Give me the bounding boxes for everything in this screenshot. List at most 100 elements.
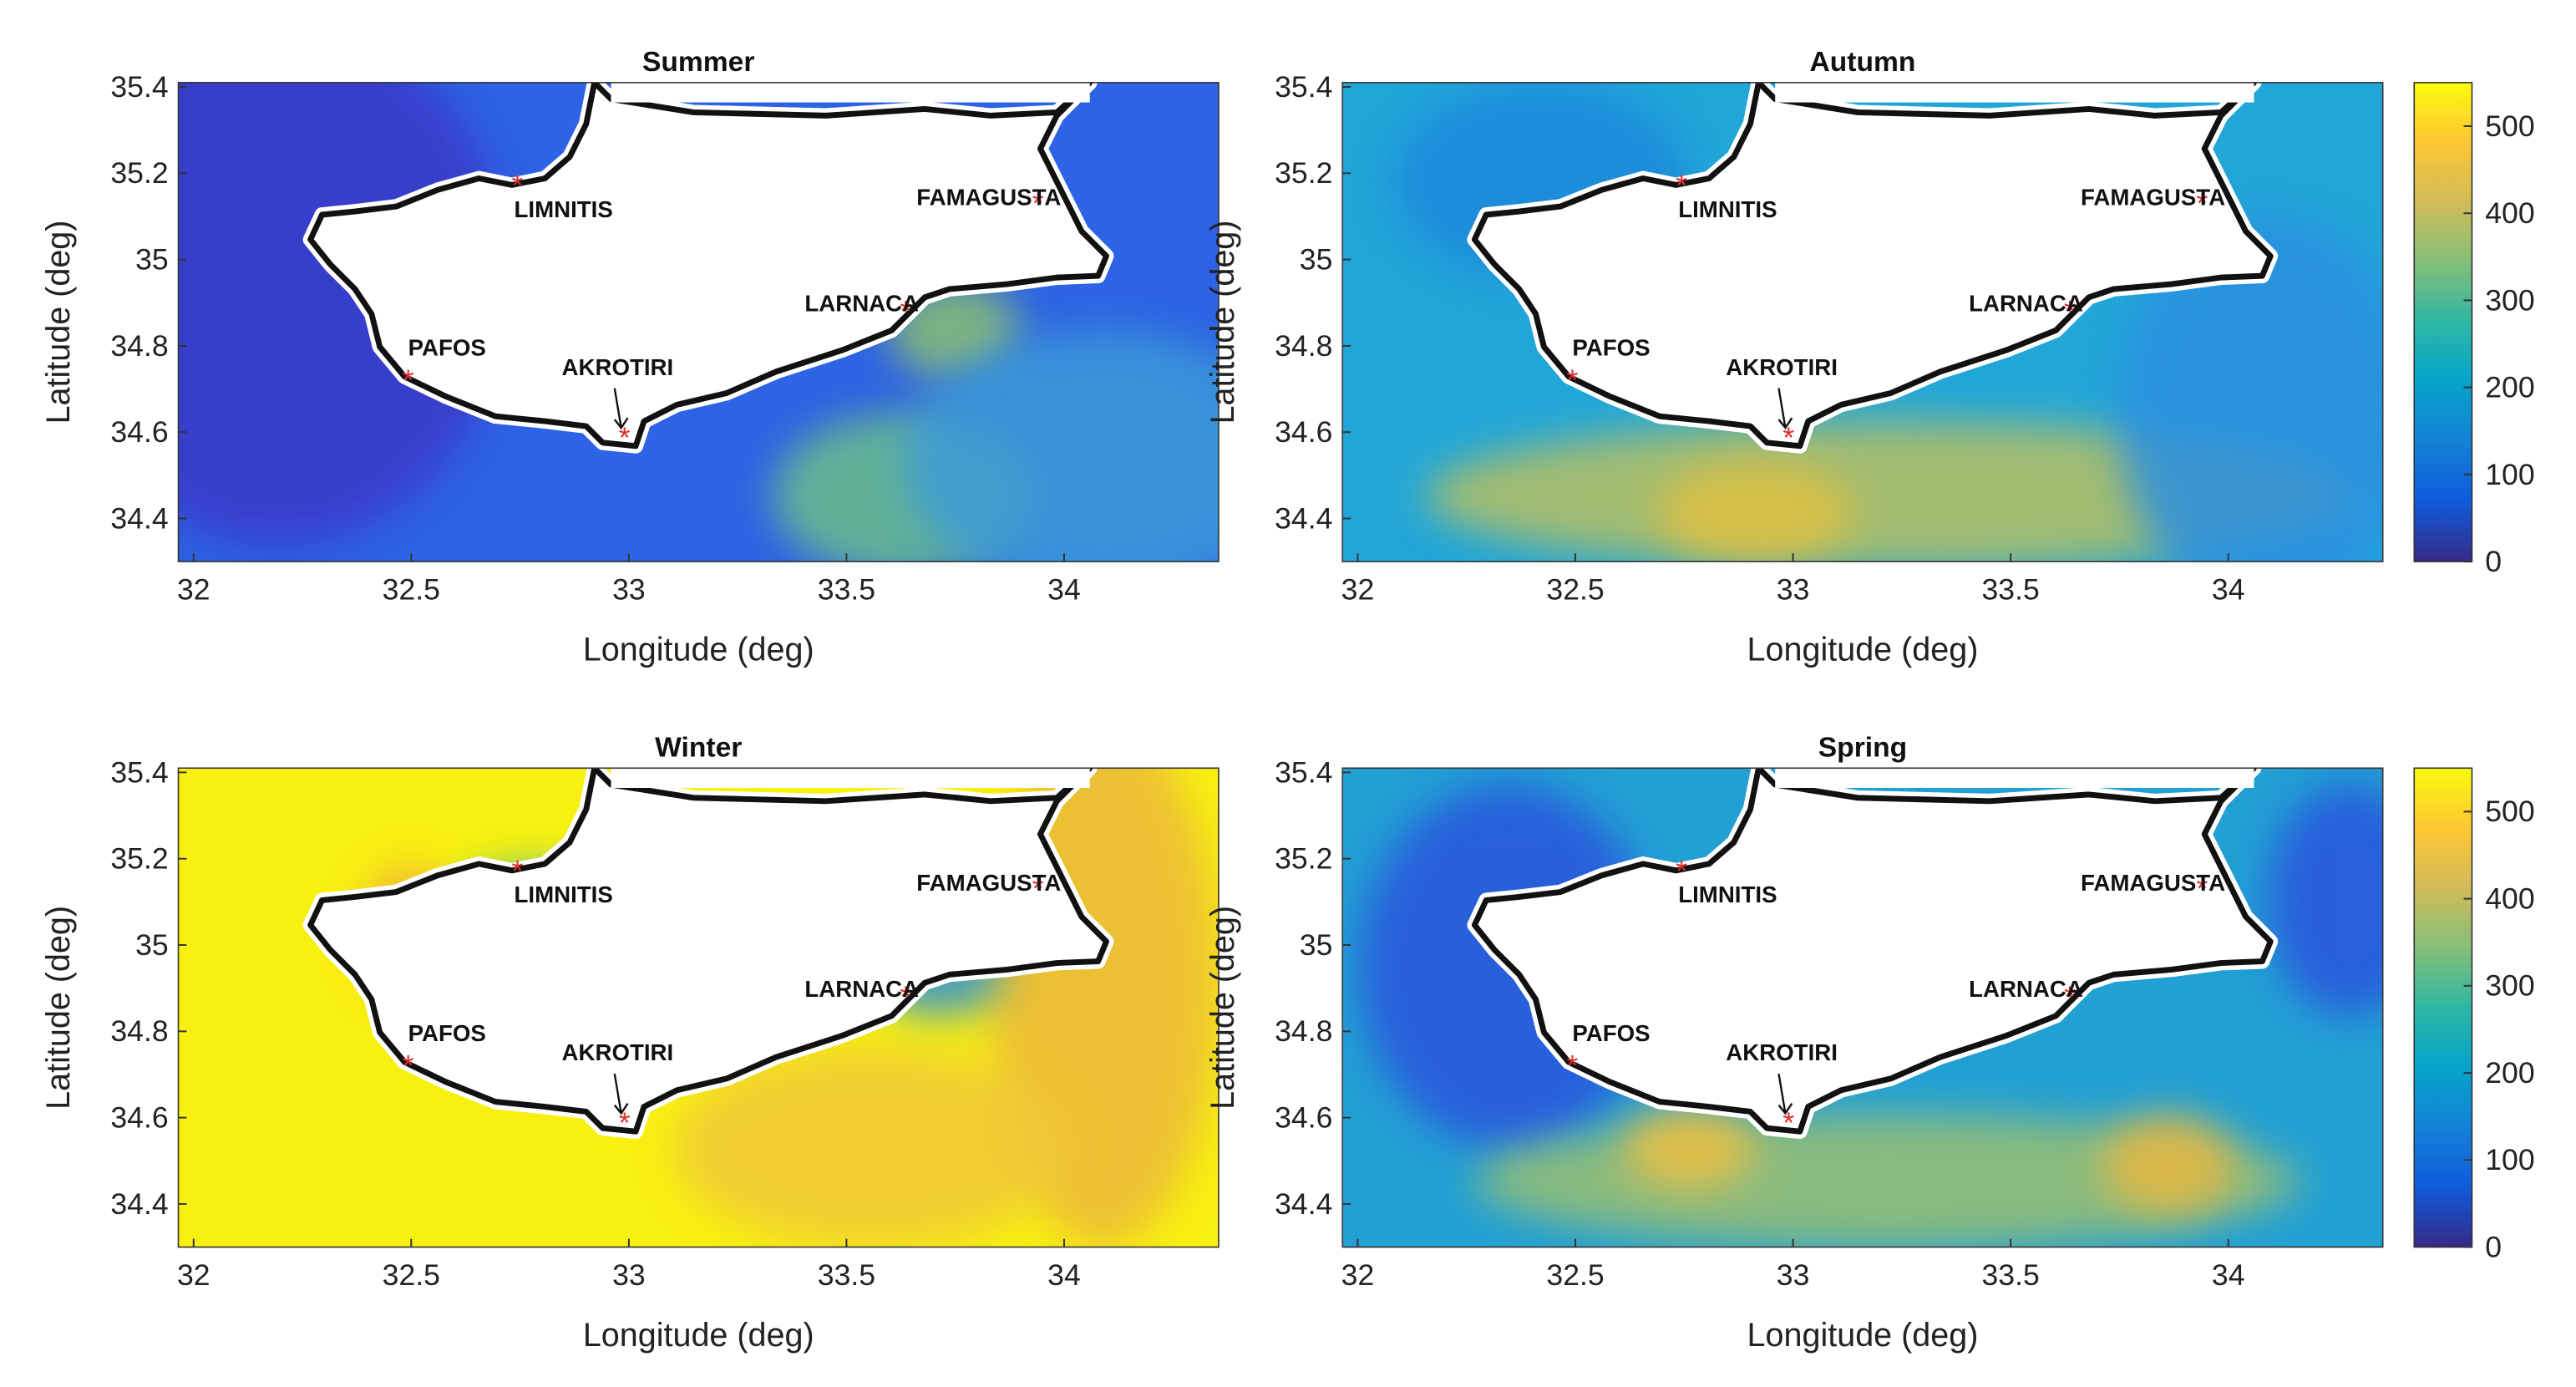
place-label: LIMNITIS [515, 196, 613, 222]
x-tick-label: 32 [1341, 573, 1375, 607]
place-label: LIMNITIS [1678, 881, 1777, 907]
sea-patch [1623, 1106, 1756, 1190]
panel-title: Summer [642, 47, 754, 78]
x-tick-label: 32 [1341, 1258, 1375, 1292]
place-marker: * [1032, 186, 1044, 220]
sea-patch [673, 1049, 1070, 1247]
x-tick-label: 33 [1777, 573, 1810, 607]
map-panel: Summer 32 32.5 33 33.5 34 34.4 34.6 34.8 35 35.2 35… [40, 47, 1220, 668]
colorbar: 0 100 200 300 400 500 [2413, 767, 2535, 1263]
y-tick-label: 34.4 [110, 501, 168, 535]
place-label: FAMAGUSTA [916, 184, 1061, 210]
y-tick-label: 34.4 [1275, 501, 1332, 535]
place-label: LARNACA [1969, 291, 2083, 317]
place-label: PAFOS [1572, 335, 1650, 361]
y-tick-label: 34.8 [110, 329, 168, 363]
map-panel: Autumn 32 32.5 33 33.5 34 34.4 34.6 34.8 35 35.2 35… [1204, 47, 2384, 668]
x-tick-label: 32.5 [383, 573, 440, 607]
place-label: PAFOS [1572, 1020, 1650, 1046]
place-marker: * [619, 421, 631, 455]
y-tick-label: 35 [1300, 242, 1333, 276]
y-tick-label: 35.2 [110, 842, 168, 876]
land-top [611, 768, 1090, 788]
place-marker: * [1032, 872, 1044, 906]
panel-title: Spring [1818, 732, 1907, 763]
x-tick-label: 33.5 [818, 1258, 875, 1292]
place-label: PAFOS [408, 1020, 486, 1046]
x-axis-label: Longitude (deg) [583, 1317, 814, 1354]
place-label: AKROTIRI [1726, 354, 1838, 380]
x-tick-label: 33 [612, 1258, 646, 1292]
panel-title: Autumn [1810, 47, 1916, 78]
place-label: AKROTIRI [1726, 1039, 1838, 1065]
colorbar-tick-label: 500 [2485, 109, 2534, 143]
place-marker: * [900, 980, 911, 1014]
x-tick-label: 33.5 [1982, 573, 2040, 607]
colorbar: 0 100 200 300 400 500 [2413, 82, 2535, 578]
y-tick-label: 35.4 [110, 70, 168, 104]
axes-box [177, 767, 1220, 1248]
land-top [1775, 82, 2254, 103]
arrow [1777, 1073, 1793, 1115]
place-marker: * [2064, 294, 2076, 328]
x-tick-label: 34 [2212, 573, 2245, 607]
sea-patch [1425, 421, 2350, 562]
place-marker: * [2064, 980, 2076, 1014]
place-marker: * [2197, 872, 2208, 906]
place-label: LIMNITIS [1678, 196, 1777, 222]
land-top [611, 82, 1090, 103]
colorbar-tick-label: 200 [2485, 371, 2534, 404]
y-tick-label: 34.6 [110, 1100, 168, 1134]
colorbar-tick-label: 100 [2485, 458, 2534, 491]
x-axis-label: Longitude (deg) [1747, 1317, 1979, 1354]
place-marker: * [512, 855, 524, 888]
colorbar-tick-label: 500 [2485, 795, 2534, 828]
y-tick-label: 34.6 [1275, 1100, 1332, 1134]
place-label: LARNACA [804, 976, 919, 1002]
y-axis-label: Latitude (deg) [1204, 221, 1241, 424]
sea-field [1342, 82, 2383, 562]
sea-field [178, 768, 1219, 1247]
place-label: LIMNITIS [515, 881, 613, 907]
place-marker: * [403, 1049, 414, 1082]
place-label: FAMAGUSTA [2081, 870, 2225, 896]
x-tick-label: 32.5 [1546, 1258, 1604, 1292]
y-tick-label: 35 [1300, 928, 1333, 962]
place-marker: * [1676, 855, 1687, 888]
place-label: AKROTIRI [562, 1039, 674, 1065]
colorbar-tick-label: 0 [2485, 545, 2502, 578]
place-marker: * [619, 1106, 631, 1140]
x-tick-label: 32 [177, 573, 210, 607]
y-tick-label: 34.6 [1275, 415, 1332, 449]
colorbar-tick-label: 100 [2485, 1143, 2534, 1176]
arrow [613, 388, 629, 430]
y-tick-label: 35.4 [1275, 755, 1332, 789]
sea-field [178, 82, 1219, 562]
x-tick-label: 34 [2212, 1258, 2245, 1292]
arrow [613, 1073, 629, 1115]
map-panel: Winter 32 32.5 33 33.5 34 34.4 34.6 34.8 35 35.2 35… [40, 732, 1220, 1354]
sea-patch [2267, 785, 2383, 1016]
x-tick-label: 34 [1047, 573, 1081, 607]
x-tick-label: 33 [612, 573, 646, 607]
axes-box [1341, 767, 2384, 1248]
x-tick-label: 32.5 [383, 1258, 440, 1292]
x-tick-label: 34 [1047, 1258, 1081, 1292]
y-tick-label: 35.2 [1275, 842, 1332, 876]
place-label: FAMAGUSTA [2081, 184, 2225, 210]
colorbar-ramp [2413, 767, 2473, 1248]
place-marker: * [1782, 421, 1794, 455]
map-panel: Spring 32 32.5 33 33.5 34 34.4 34.6 34.8 35 35.2 35… [1204, 732, 2384, 1354]
y-tick-label: 34.6 [110, 415, 168, 449]
y-tick-label: 34.4 [110, 1187, 168, 1221]
place-marker: * [403, 363, 414, 397]
y-tick-label: 34.8 [1275, 1014, 1332, 1048]
colorbar-tick-label: 300 [2485, 969, 2534, 1003]
y-axis-label: Latitude (deg) [40, 221, 77, 424]
y-tick-label: 35.4 [110, 755, 168, 789]
y-tick-label: 34.8 [110, 1014, 168, 1048]
colorbar-tick-label: 0 [2485, 1230, 2502, 1263]
arrow [1777, 388, 1793, 430]
place-marker: * [1566, 1049, 1578, 1082]
